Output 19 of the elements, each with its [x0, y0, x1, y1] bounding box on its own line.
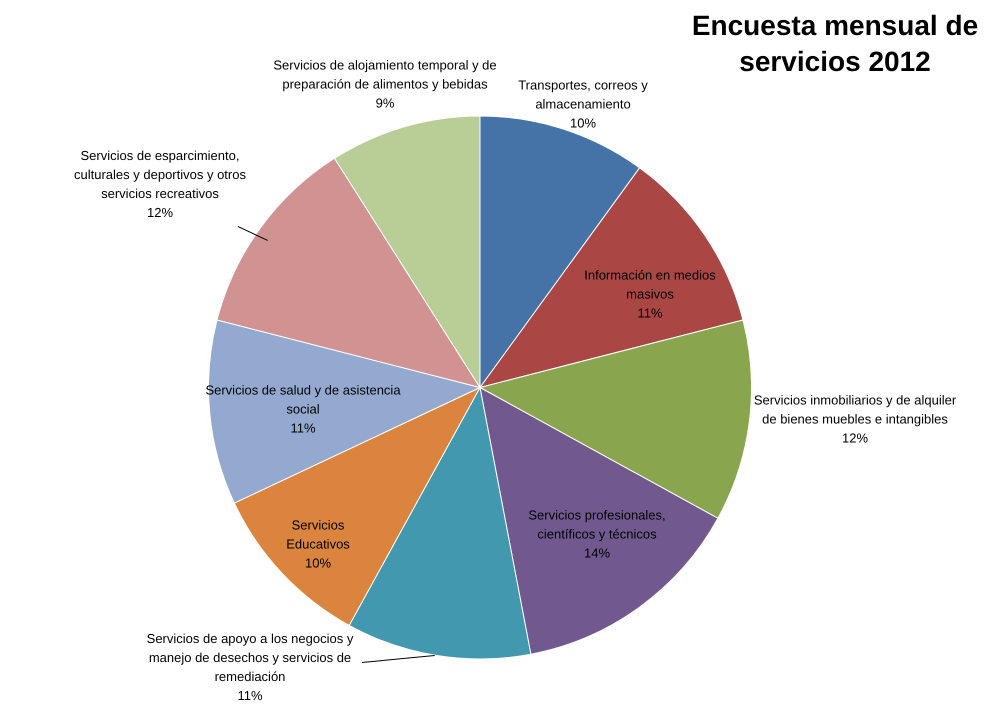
slice-label: Información en medios masivos — [584, 268, 716, 302]
slice-label: Transportes, correos y almacenamiento — [518, 78, 648, 112]
slice-label: Servicios de esparcimiento, culturales y deportivos y otros servicios recreativos — [74, 148, 246, 202]
slice-label: Servicios profesionales, científicos y técnicos — [528, 508, 666, 542]
data-label: 11% — [637, 306, 663, 321]
data-label: 12% — [842, 430, 868, 446]
data-label: 14% — [584, 546, 610, 561]
data-label: 10% — [304, 556, 332, 571]
data-label: 11% — [237, 688, 263, 704]
slice-label: Servicios inmobiliarios y de alquiler de bienes muebles e intangibles — [754, 392, 957, 427]
chart-title: Encuesta mensual de servicios 2012 — [690, 9, 980, 79]
slice-label: Servicios Educativos — [286, 518, 350, 552]
slice-label: Servicios de salud y de asistencia social — [205, 382, 402, 417]
slice-label: Servicios de alojamiento temporal y de preparación de alimentos y bebidas — [273, 58, 497, 92]
slice-label: Servicios de apoyo a los negocios y manejo de desechos y servicios de remediación — [146, 631, 354, 684]
data-label: 11% — [290, 420, 316, 436]
data-label: 12% — [146, 205, 174, 220]
data-label: 10% — [570, 116, 596, 131]
data-label: 9% — [376, 96, 395, 111]
